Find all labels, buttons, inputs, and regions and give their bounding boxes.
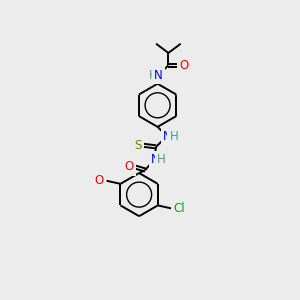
Text: H: H	[169, 130, 178, 143]
Text: H: H	[157, 154, 166, 166]
Text: N: N	[154, 69, 163, 82]
Text: O: O	[124, 160, 134, 173]
Text: S: S	[135, 139, 142, 152]
Text: N: N	[151, 154, 160, 166]
Text: N: N	[163, 130, 172, 143]
Text: H: H	[148, 69, 158, 82]
Text: O: O	[94, 174, 104, 187]
Text: O: O	[179, 59, 188, 72]
Text: Cl: Cl	[173, 202, 185, 215]
